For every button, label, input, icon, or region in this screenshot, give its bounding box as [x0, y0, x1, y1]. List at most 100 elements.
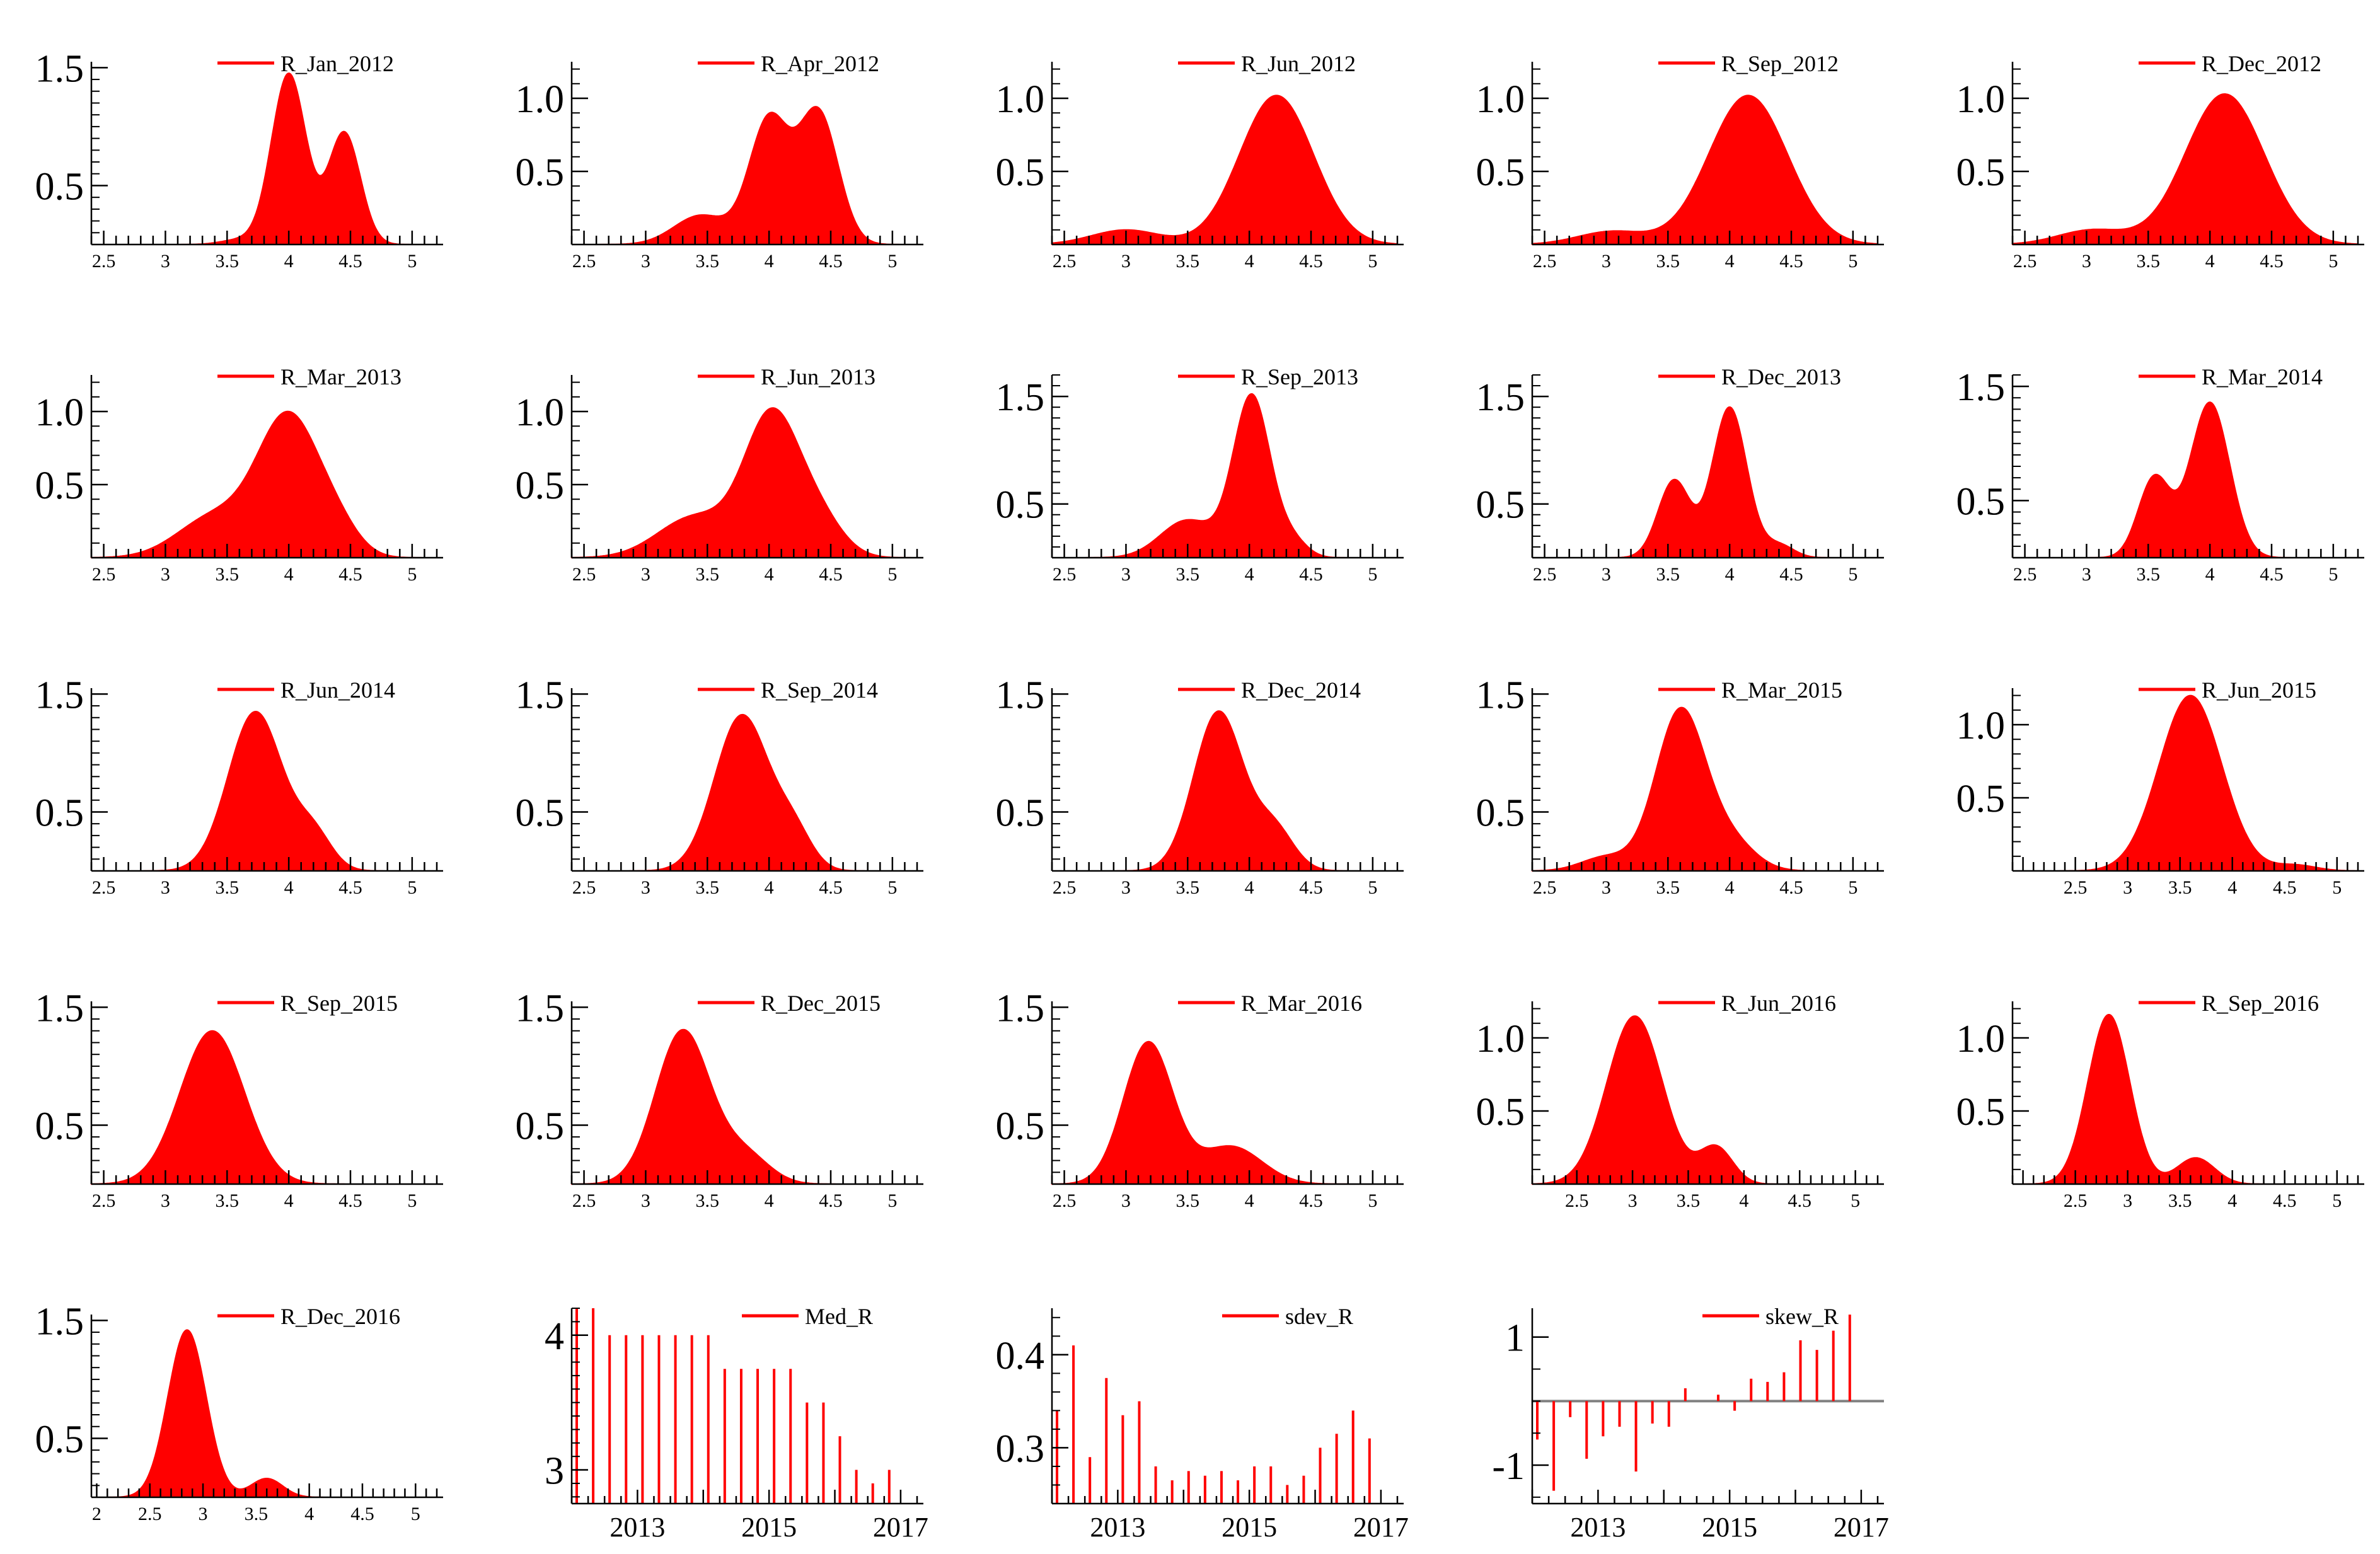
- density-area: [1532, 706, 1878, 872]
- x-tick-label: 4: [284, 877, 294, 898]
- x-tick-label: 5: [887, 564, 897, 585]
- x-tick-label: 4: [1245, 1190, 1254, 1211]
- panel-r-dec-2015: 2.5 3 3.5 4 4.5 5 0.5 1.5 R_Dec_2015: [516, 987, 923, 1211]
- density-area: [91, 710, 437, 872]
- x-tick-label: 5: [1851, 1190, 1860, 1211]
- y-tick-label: 0.5: [1956, 480, 2006, 523]
- x-tick-label: 2.5: [92, 251, 116, 272]
- panel-r-sep-2013: 2.5 3 3.5 4 4.5 5 0.5 1.5 R_Sep_2013: [996, 364, 1404, 585]
- legend-label: sdev_R: [1285, 1304, 1353, 1329]
- y-tick-label: 0.5: [1476, 1091, 1525, 1134]
- panel-r-dec-2016: 2 2.5 3 3.5 4 4.5 5 0.5 1.5 R_Dec_2016: [35, 1300, 443, 1524]
- x-tick-label: 2.5: [1565, 1190, 1589, 1211]
- density-area: [1532, 1015, 1878, 1185]
- x-tick-label: 5: [411, 1504, 420, 1524]
- x-tick-label: 2013: [1090, 1512, 1145, 1543]
- y-tick-label: 0.5: [1476, 151, 1525, 194]
- legend-label: R_Apr_2012: [761, 51, 879, 76]
- y-tick-label: 0.5: [516, 1105, 565, 1148]
- legend-label: R_Sep_2013: [1241, 364, 1358, 389]
- y-tick-label: 0.5: [35, 464, 84, 507]
- x-tick-label: 3.5: [216, 877, 240, 898]
- panel-r-jun-2016: 2.5 3 3.5 4 4.5 5 0.5 1.0 R_Jun_2016: [1476, 991, 1884, 1211]
- legend-label: R_Sep_2016: [2202, 991, 2319, 1016]
- x-tick-label: 4: [284, 1190, 294, 1211]
- panel-r-mar-2013: 2.5 3 3.5 4 4.5 5 0.5 1.0 R_Mar_2013: [35, 364, 443, 585]
- x-tick-label: 4: [1245, 877, 1254, 898]
- x-tick-label: 2.5: [92, 877, 116, 898]
- x-tick-label: 4.5: [1299, 564, 1323, 585]
- density-area: [1052, 393, 1397, 558]
- x-tick-label: 4.5: [819, 564, 843, 585]
- x-tick-label: 5: [2328, 251, 2338, 272]
- x-tick-label: 4: [765, 877, 774, 898]
- legend-label: R_Dec_2016: [280, 1304, 400, 1329]
- y-tick-label: 0.3: [996, 1427, 1045, 1470]
- x-tick-label: 3.5: [696, 877, 720, 898]
- panel-r-sep-2016: 2.5 3 3.5 4 4.5 5 0.5 1.0 R_Sep_2016: [1956, 991, 2364, 1211]
- x-tick-label: 3: [641, 251, 650, 272]
- x-tick-label: 3.5: [1656, 564, 1680, 585]
- x-tick-label: 5: [1368, 1190, 1377, 1211]
- density-area: [91, 1329, 437, 1498]
- x-tick-label: 3: [641, 564, 650, 585]
- x-tick-label: 5: [2332, 877, 2342, 898]
- x-tick-label: 3.5: [2168, 1190, 2192, 1211]
- x-tick-label: 4.5: [338, 564, 362, 585]
- x-tick-label: 2: [92, 1504, 101, 1524]
- x-tick-label: 3.5: [1176, 877, 1200, 898]
- density-area: [2013, 1014, 2358, 1185]
- x-tick-label: 3.5: [1656, 251, 1680, 272]
- x-tick-label: 3.5: [1677, 1190, 1701, 1211]
- x-tick-label: 3: [1121, 877, 1131, 898]
- panel-r-mar-2016: 2.5 3 3.5 4 4.5 5 0.5 1.5 R_Mar_2016: [996, 987, 1404, 1211]
- x-tick-label: 4: [284, 251, 294, 272]
- y-tick-label: 1.5: [1476, 376, 1525, 419]
- x-tick-label: 2.5: [572, 251, 596, 272]
- x-tick-label: 4: [1725, 564, 1735, 585]
- x-tick-label: 2.5: [1533, 564, 1557, 585]
- panel-r-jan-2012: 2.5 3 3.5 4 4.5 5 0.5 1.5 R_Jan_2012: [35, 47, 443, 272]
- x-tick-label: 5: [887, 251, 897, 272]
- y-tick-label: -1: [1492, 1445, 1525, 1488]
- panel-r-mar-2015: 2.5 3 3.5 4 4.5 5 0.5 1.5 R_Mar_2015: [1476, 674, 1884, 898]
- legend-label: R_Mar_2013: [280, 364, 401, 389]
- legend-label: R_Mar_2015: [1721, 677, 1842, 703]
- x-tick-label: 3.5: [216, 1190, 240, 1211]
- x-tick-label: 3: [1628, 1190, 1638, 1211]
- x-tick-label: 3: [1602, 564, 1611, 585]
- x-tick-label: 5: [2332, 1190, 2342, 1211]
- x-tick-label: 4.5: [338, 1190, 362, 1211]
- x-tick-label: 3.5: [1176, 1190, 1200, 1211]
- density-area: [572, 713, 917, 872]
- y-tick-label: 4: [545, 1315, 564, 1358]
- x-tick-label: 5: [1848, 877, 1857, 898]
- x-tick-label: 3: [161, 251, 170, 272]
- legend-label: R_Jun_2012: [1241, 51, 1356, 76]
- y-tick-label: 1.5: [996, 376, 1045, 419]
- x-tick-label: 3: [161, 877, 170, 898]
- y-tick-label: 1.5: [516, 987, 565, 1030]
- legend-label: R_Dec_2012: [2202, 51, 2321, 76]
- y-tick-label: 0.5: [996, 484, 1045, 527]
- x-tick-label: 4: [2205, 564, 2215, 585]
- y-tick-label: 1.0: [1956, 1018, 2006, 1061]
- x-tick-label: 3: [1602, 877, 1611, 898]
- legend-label: R_Jun_2014: [280, 677, 395, 703]
- x-tick-label: 2.5: [2064, 1190, 2088, 1211]
- legend-label: R_Jun_2013: [761, 364, 875, 389]
- y-tick-label: 1.5: [1476, 674, 1525, 717]
- x-tick-label: 2.5: [138, 1504, 162, 1524]
- density-area: [2012, 93, 2359, 245]
- x-tick-label: 4: [1725, 251, 1735, 272]
- x-tick-label: 4: [1245, 251, 1254, 272]
- x-tick-label: 4.5: [2260, 251, 2284, 272]
- density-area: [1532, 95, 1878, 245]
- x-tick-label: 2.5: [92, 1190, 116, 1211]
- x-tick-label: 3: [2123, 877, 2132, 898]
- x-tick-label: 4: [2227, 877, 2237, 898]
- x-tick-label: 3: [641, 1190, 650, 1211]
- panel-r-dec-2013: 2.5 3 3.5 4 4.5 5 0.5 1.5 R_Dec_2013: [1476, 364, 1884, 585]
- y-tick-label: 0.5: [1956, 1091, 2006, 1134]
